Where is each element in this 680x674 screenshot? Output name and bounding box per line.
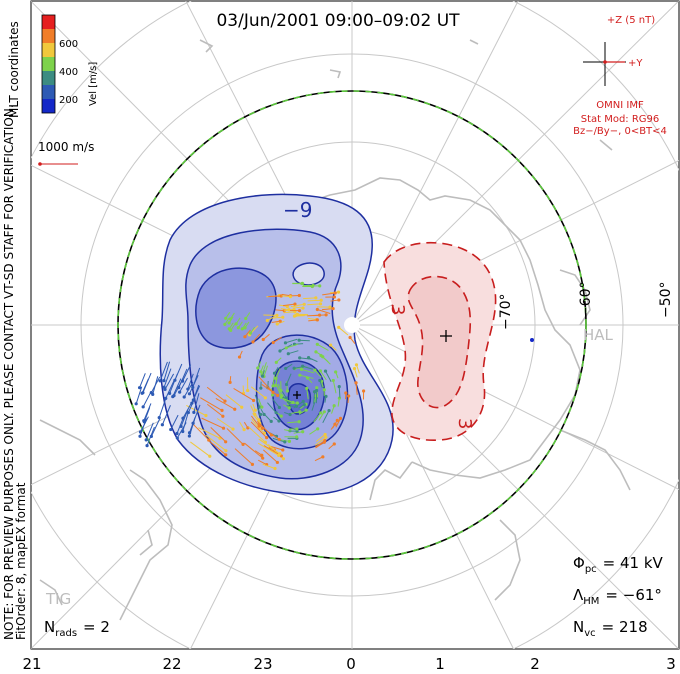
contour-label-positive-bottom: 3 xyxy=(454,418,475,429)
mlt-tick-0: 0 xyxy=(346,655,356,673)
potential-min-cross xyxy=(293,391,301,399)
mlt-tick-21: 21 xyxy=(22,655,41,673)
velocity-scale-label: Vel [m/s] xyxy=(88,62,99,106)
mlt-tick-3: 3 xyxy=(666,655,676,673)
radar-count: Nrads = 2 xyxy=(44,618,110,639)
imf-y-label: +Y xyxy=(628,58,643,69)
station-dot xyxy=(530,338,534,342)
preview-note: NOTE: FOR PREVIEW PURPOSES ONLY. PLEASE … xyxy=(2,104,16,640)
imf-z-label: +Z (5 nT) xyxy=(607,15,655,26)
stat-model-line1: Stat Mod: RG96 xyxy=(581,114,660,125)
contour-label-positive-top: 3 xyxy=(387,304,408,315)
fit-order-note: FitOrder: 8, mapEX format xyxy=(14,482,28,640)
latitude-label-50: −50° xyxy=(658,281,674,318)
velocity-tick-600: 600 xyxy=(59,39,78,50)
mlt-tick-1: 1 xyxy=(435,655,445,673)
potential-max-cross xyxy=(440,330,452,342)
imf-clock-axes xyxy=(583,42,626,86)
mlt-axis: 21 22 23 0 1 2 3 xyxy=(22,655,675,673)
velocity-tick-200: 200 xyxy=(59,95,78,106)
mlt-tick-22: 22 xyxy=(162,655,181,673)
reference-vector xyxy=(38,162,78,166)
reference-vector-label: 1000 m/s xyxy=(38,140,94,154)
map-title: 03/Jun/2001 09:00–09:02 UT xyxy=(216,11,460,31)
station-label-hal: HAL xyxy=(583,326,614,344)
positive-convection-cell xyxy=(383,241,497,441)
velocity-tick-400: 400 xyxy=(59,67,78,78)
stat-model-line2: Bz−/By−, 0<BT<4 xyxy=(573,126,667,137)
coastlines xyxy=(39,39,631,621)
contour-label-negative: −9 xyxy=(283,198,312,222)
velocity-color-bar xyxy=(41,14,56,114)
latitude-label-60: −60° xyxy=(578,281,594,318)
svg-text:Φpc= 41 kV: Φpc = 41 kV xyxy=(573,554,664,575)
station-label-tig: TIG xyxy=(45,590,71,608)
negative-convection-cell xyxy=(159,193,394,496)
coordinates-label: MLT coordinates xyxy=(7,21,21,118)
svg-text:Nrads= 2: Nrads = 2 xyxy=(44,618,110,639)
svg-text:ΛHM= −61°: ΛHM = −61° xyxy=(573,586,662,607)
cross-polar-potential: Φpc = 41 kV xyxy=(573,554,664,575)
mlt-tick-2: 2 xyxy=(530,655,540,673)
svg-text:Nvc= 218: Nvc = 218 xyxy=(573,618,648,639)
magnetic-pole-marker xyxy=(344,317,360,333)
latitude-label-70: −70° xyxy=(498,293,514,330)
mlt-tick-23: 23 xyxy=(253,655,272,673)
hm-boundary-latitude: ΛHM = −61° xyxy=(573,586,662,607)
velocity-vectors xyxy=(134,281,366,471)
vector-count: Nvc = 218 xyxy=(573,618,648,639)
imf-source: OMNI IMF xyxy=(596,100,644,111)
